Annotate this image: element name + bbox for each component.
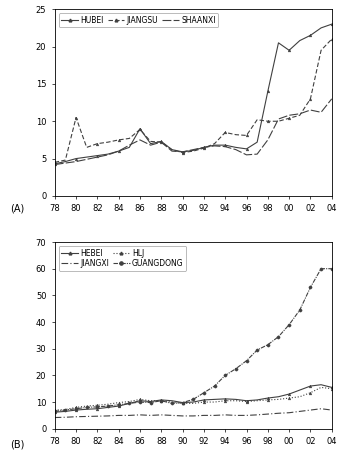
Text: (B): (B) (10, 440, 25, 450)
Text: (A): (A) (10, 203, 25, 213)
Legend: HEBEI, JIANGXI, HLJ, GUANGDONG: HEBEI, JIANGXI, HLJ, GUANGDONG (58, 246, 186, 271)
Legend: HUBEI, JIANGSU, SHAANXI: HUBEI, JIANGSU, SHAANXI (58, 13, 218, 27)
